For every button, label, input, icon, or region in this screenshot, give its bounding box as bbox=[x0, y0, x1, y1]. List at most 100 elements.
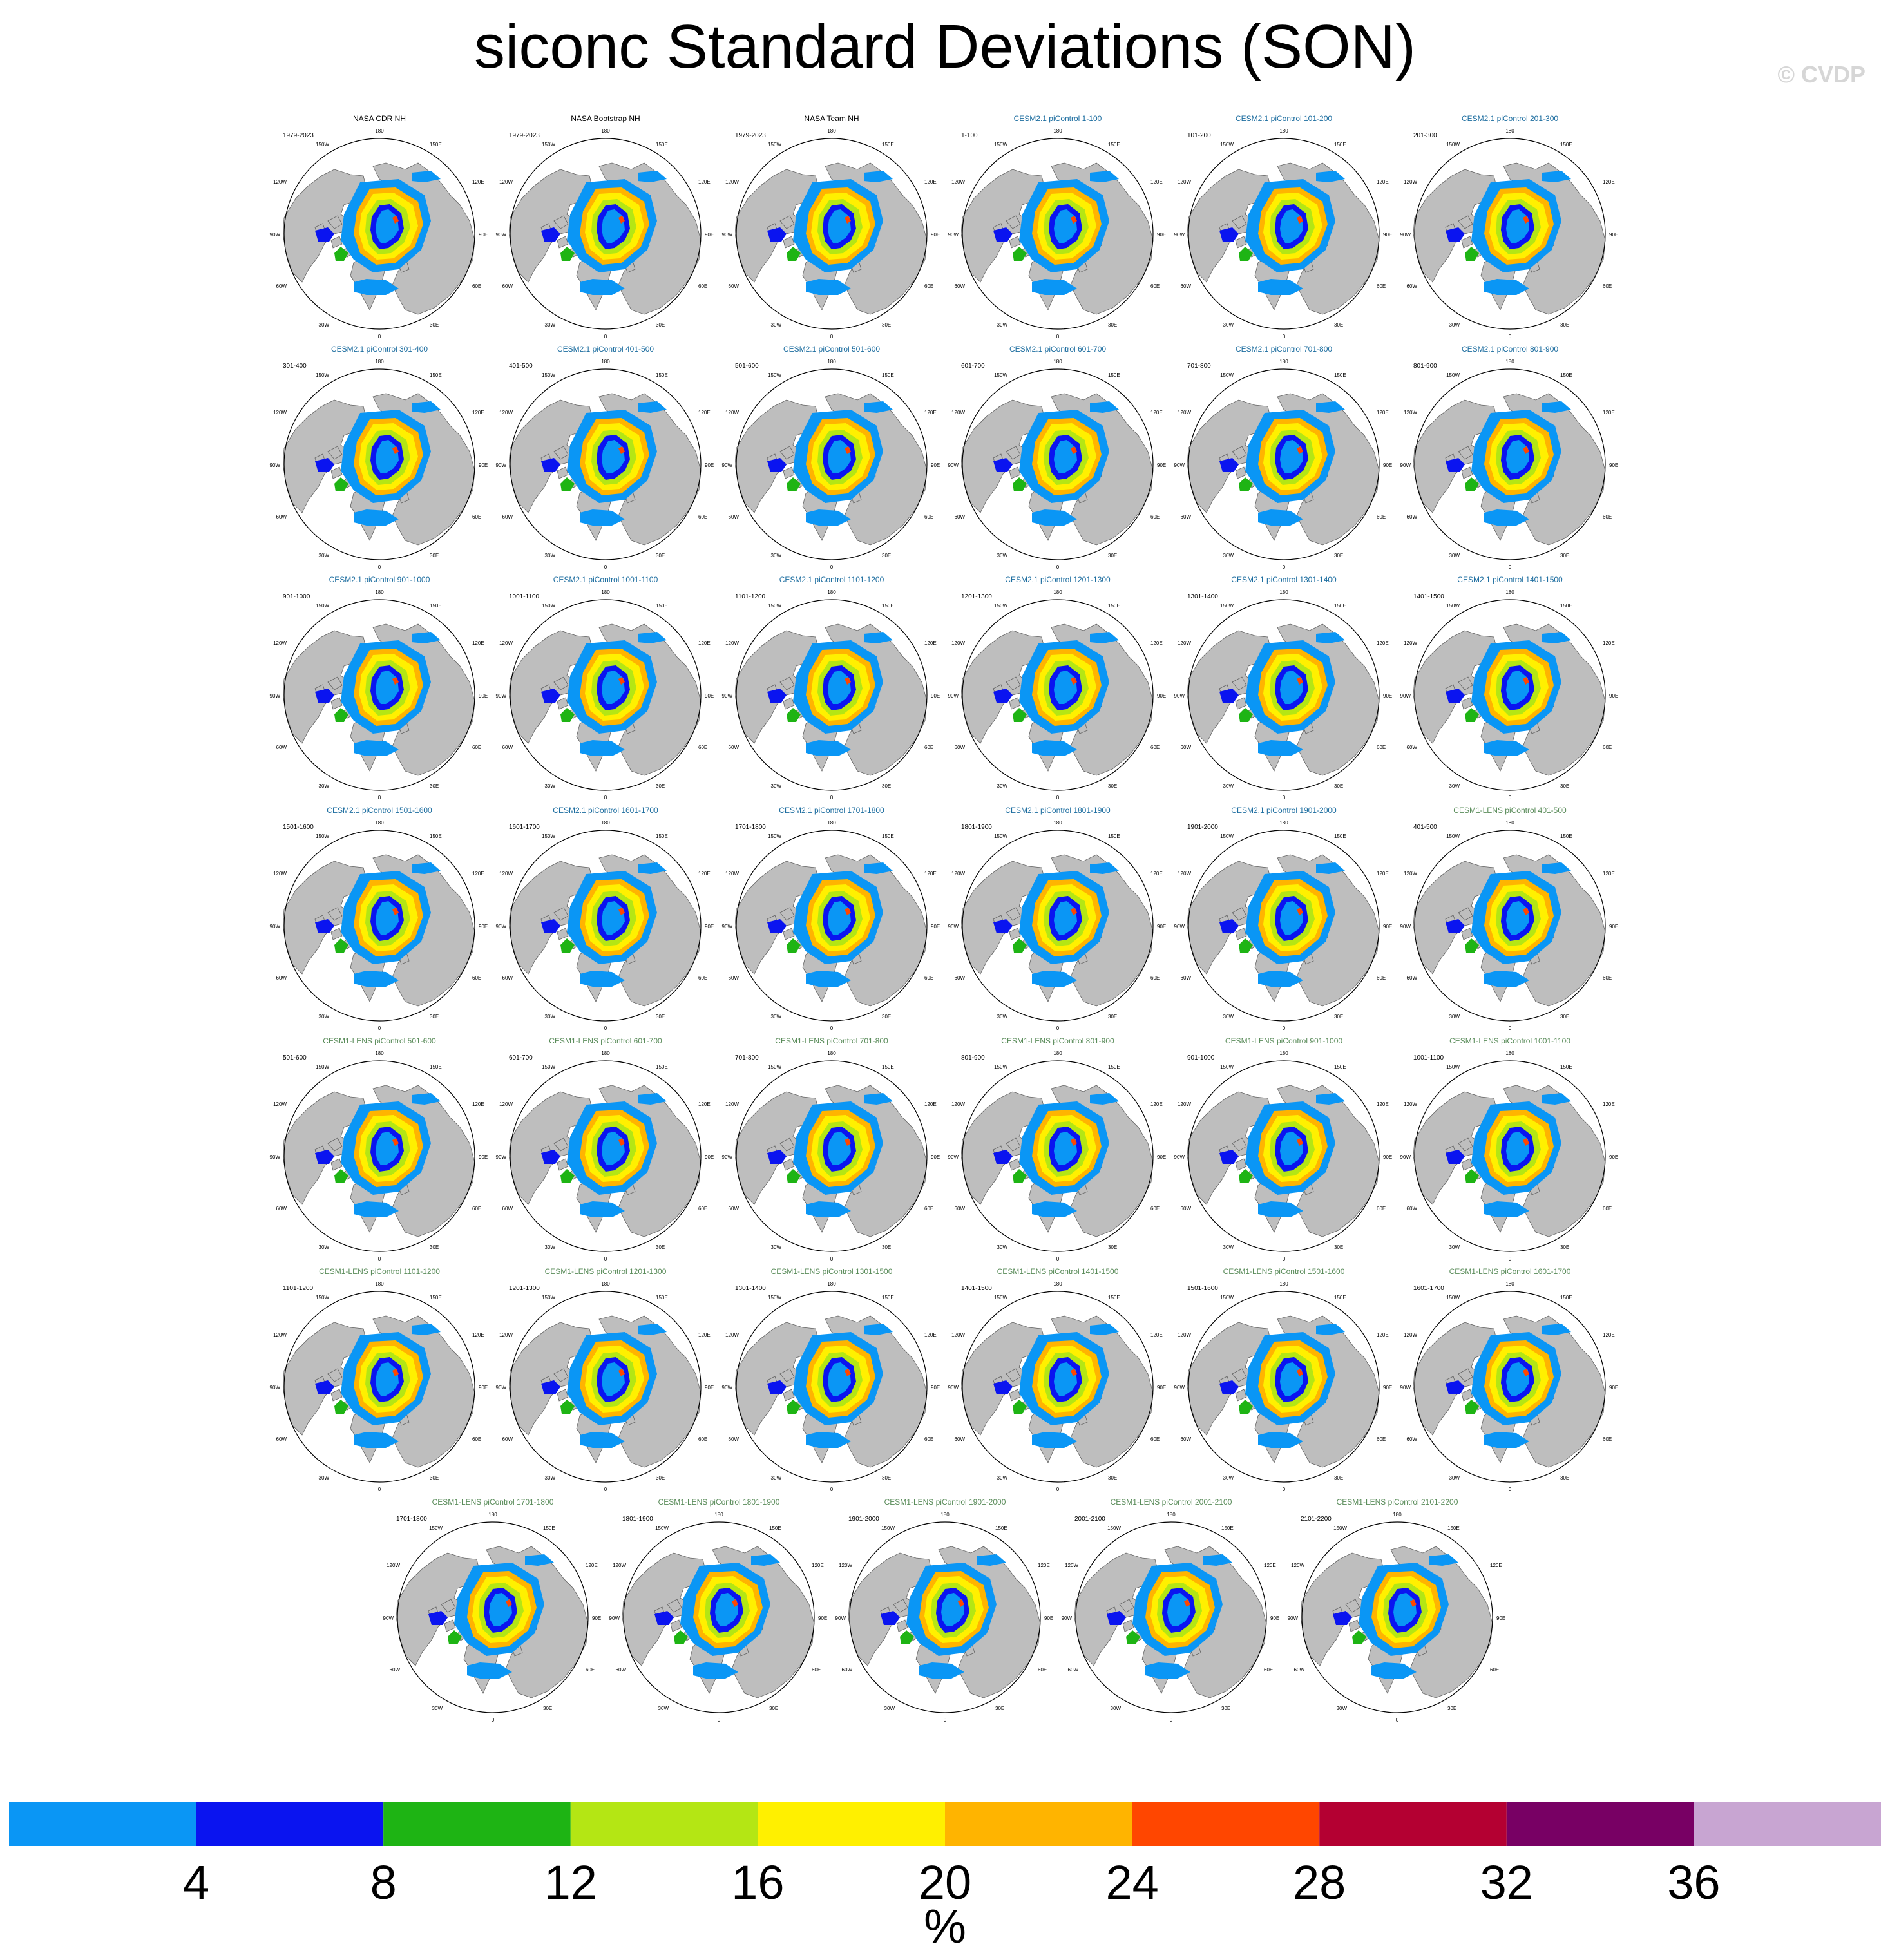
longitude-label: 120E bbox=[472, 640, 484, 646]
longitude-label: 0 bbox=[604, 1025, 607, 1031]
map-panel: CESM1-LENS piControl 1301-15001301-14001… bbox=[722, 1267, 940, 1492]
longitude-label: 150W bbox=[316, 1064, 329, 1070]
longitude-label: 30W bbox=[319, 1244, 330, 1250]
longitude-label: 30W bbox=[771, 1475, 782, 1481]
longitude-label: 30W bbox=[1449, 322, 1460, 328]
longitude-label: 150E bbox=[1334, 142, 1346, 147]
longitude-label: 90E bbox=[479, 232, 488, 238]
longitude-label: 180 bbox=[940, 1512, 950, 1518]
longitude-label: 90W bbox=[270, 924, 281, 929]
panel-title: CESM1-LENS piControl 2001-2100 bbox=[1111, 1498, 1232, 1507]
longitude-label: 60W bbox=[502, 1206, 513, 1212]
longitude-label: 120E bbox=[924, 1101, 937, 1107]
longitude-label: 60E bbox=[1150, 283, 1160, 289]
polar-map bbox=[1187, 1291, 1380, 1483]
longitude-label: 60W bbox=[1181, 514, 1192, 520]
map-panel: CESM2.1 piControl 1401-1500 1401-1500 180 1… bbox=[1400, 575, 1619, 801]
colorbar-segment bbox=[383, 1802, 571, 1846]
polar-map bbox=[283, 138, 475, 330]
colorbar-segment bbox=[1319, 1802, 1507, 1846]
longitude-label: 60E bbox=[698, 1206, 707, 1212]
longitude-label: 90W bbox=[948, 462, 959, 468]
longitude-label: 120E bbox=[698, 640, 711, 646]
map-panel: CESM1-LENS piControl 1401-15001401-15001… bbox=[948, 1267, 1167, 1492]
longitude-label: 150E bbox=[769, 1525, 781, 1531]
longitude-label: 150W bbox=[316, 1295, 329, 1300]
longitude-label: 90E bbox=[1609, 924, 1618, 929]
longitude-label: 120W bbox=[725, 410, 739, 415]
longitude-label: 30W bbox=[1111, 1706, 1122, 1711]
longitude-label: 120E bbox=[1603, 410, 1615, 415]
longitude-label: 90W bbox=[722, 1154, 733, 1160]
longitude-label: 120W bbox=[273, 179, 287, 185]
panel-title: CESM1-LENS piControl 1601-1700 bbox=[1449, 1267, 1571, 1276]
longitude-label: 60W bbox=[502, 1436, 513, 1442]
longitude-label: 120W bbox=[1178, 410, 1191, 415]
panel-years: 1601-1700 bbox=[509, 824, 540, 831]
longitude-label: 0 bbox=[492, 1717, 495, 1723]
longitude-label: 60W bbox=[729, 745, 740, 750]
longitude-label: 150W bbox=[316, 142, 329, 147]
longitude-label: 0 bbox=[1509, 1025, 1512, 1031]
longitude-label: 150W bbox=[994, 603, 1007, 609]
longitude-label: 120W bbox=[951, 179, 965, 185]
map-panel: CESM2.1 piControl 301-400 301-400 180 150W 1… bbox=[270, 345, 488, 570]
longitude-label: 120W bbox=[951, 640, 965, 646]
longitude-label: 90E bbox=[931, 1385, 940, 1391]
longitude-label: 30E bbox=[1560, 1244, 1569, 1250]
panel-title: CESM2.1 piControl 1701-1800 bbox=[779, 806, 884, 815]
longitude-label: 120E bbox=[812, 1563, 824, 1568]
longitude-label: 60W bbox=[1407, 1206, 1418, 1212]
longitude-label: 180 bbox=[827, 1051, 836, 1056]
polar-map bbox=[1413, 830, 1606, 1022]
longitude-label: 60W bbox=[842, 1667, 853, 1673]
longitude-label: 180 bbox=[601, 128, 610, 134]
longitude-label: 90W bbox=[1174, 1154, 1185, 1160]
panel-years: 1301-1400 bbox=[1187, 593, 1218, 600]
polar-map bbox=[1187, 368, 1380, 560]
panel-title: CESM1-LENS piControl 1401-1500 bbox=[997, 1267, 1119, 1276]
longitude-label: 150W bbox=[994, 372, 1007, 378]
panel-years: 1979-2023 bbox=[735, 132, 766, 139]
panel-years: 1979-2023 bbox=[509, 132, 540, 139]
longitude-label: 0 bbox=[1509, 795, 1512, 801]
longitude-label: 120E bbox=[1377, 871, 1389, 877]
longitude-label: 60E bbox=[472, 975, 481, 981]
longitude-label: 60E bbox=[1377, 1206, 1386, 1212]
longitude-label: 150W bbox=[881, 1525, 895, 1531]
longitude-label: 0 bbox=[1283, 1025, 1286, 1031]
map-panel: CESM1-LENS piControl 1601-17001601-17001… bbox=[1400, 1267, 1619, 1492]
longitude-label: 60E bbox=[1490, 1667, 1499, 1673]
polar-map bbox=[509, 830, 702, 1022]
longitude-label: 120E bbox=[1150, 871, 1163, 877]
panel-years: 301-400 bbox=[283, 363, 307, 370]
map-panel: CESM1-LENS piControl 1501-16001501-16001… bbox=[1174, 1267, 1393, 1492]
longitude-label: 90E bbox=[1157, 1154, 1166, 1160]
longitude-label: 60W bbox=[1068, 1667, 1079, 1673]
longitude-label: 150E bbox=[1560, 1064, 1572, 1070]
map-panel: CESM2.1 piControl 1501-1600 1501-1600 180 1… bbox=[270, 806, 488, 1031]
colorbar-segment bbox=[1132, 1802, 1320, 1846]
longitude-label: 150E bbox=[1108, 142, 1120, 147]
panel-title: CESM1-LENS piControl 1001-1100 bbox=[1449, 1036, 1570, 1045]
longitude-label: 90W bbox=[270, 1385, 281, 1391]
longitude-label: 120E bbox=[1603, 640, 1615, 646]
longitude-label: 120W bbox=[1291, 1563, 1304, 1568]
longitude-label: 0 bbox=[1056, 564, 1060, 570]
longitude-label: 90E bbox=[931, 924, 940, 929]
longitude-label: 90E bbox=[931, 1154, 940, 1160]
longitude-label: 60W bbox=[1407, 514, 1418, 520]
panel-title: CESM2.1 piControl 1001-1100 bbox=[553, 575, 658, 584]
longitude-label: 180 bbox=[375, 359, 384, 365]
longitude-label: 150W bbox=[1220, 603, 1234, 609]
longitude-label: 0 bbox=[604, 795, 607, 801]
longitude-label: 60E bbox=[1603, 1206, 1612, 1212]
longitude-label: 60E bbox=[698, 1436, 707, 1442]
longitude-label: 150W bbox=[994, 833, 1007, 839]
longitude-label: 150E bbox=[656, 142, 668, 147]
panel-years: 1101-1200 bbox=[735, 593, 766, 600]
longitude-label: 120W bbox=[1178, 1332, 1191, 1338]
polar-map bbox=[735, 1060, 928, 1252]
longitude-label: 180 bbox=[488, 1512, 497, 1518]
longitude-label: 150W bbox=[994, 142, 1007, 147]
